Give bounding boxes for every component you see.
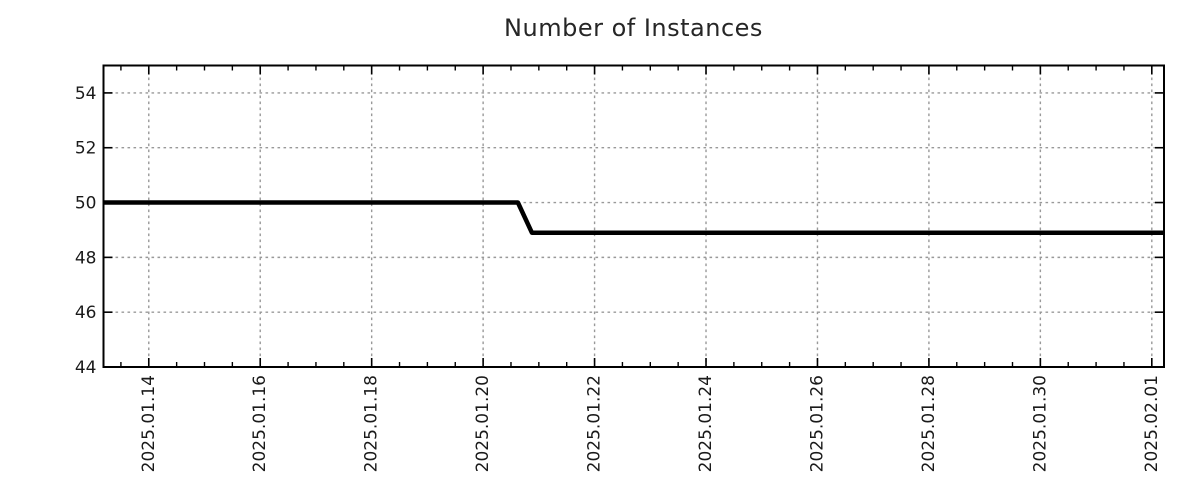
x-tick-label: 2025.01.20 — [473, 375, 493, 472]
y-tick-label: 50 — [75, 194, 97, 214]
x-tick-label: 2025.01.14 — [139, 375, 159, 472]
x-tick-label: 2025.01.22 — [585, 375, 605, 472]
x-tick-label: 2025.01.26 — [807, 375, 827, 472]
plot-border — [102, 64, 1165, 368]
x-tick-label: 2025.01.16 — [250, 375, 270, 472]
chart-title: Number of Instances — [504, 14, 763, 42]
series-line-instances — [103, 200, 1164, 235]
y-tick-label: 46 — [75, 303, 97, 323]
x-tick-label: 2025.01.24 — [696, 375, 716, 472]
x-tick-label: 2025.02.01 — [1142, 375, 1162, 472]
x-tick-label: 2025.01.18 — [362, 375, 382, 472]
y-tick-label: 52 — [75, 139, 97, 159]
x-tick-label: 2025.01.28 — [919, 375, 939, 472]
y-tick-label: 54 — [75, 84, 97, 104]
x-tick-label: 2025.01.30 — [1030, 375, 1050, 472]
y-tick-label: 44 — [75, 358, 97, 378]
y-tick-label: 48 — [75, 248, 97, 268]
